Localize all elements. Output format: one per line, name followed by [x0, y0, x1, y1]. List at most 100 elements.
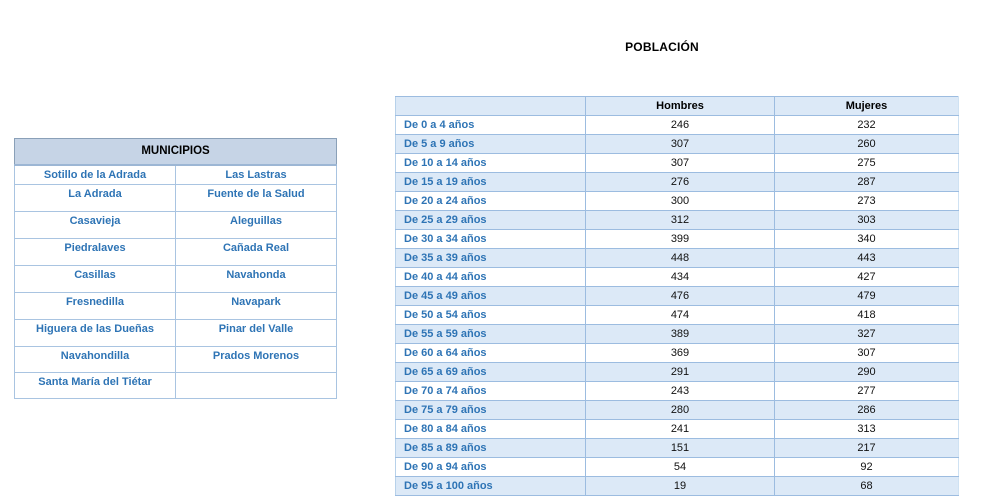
mujeres-value: 443 [774, 248, 959, 268]
municipio-cell: Navapark [175, 292, 337, 320]
mujeres-value: 313 [774, 419, 959, 439]
age-range-label: De 25 a 29 años [395, 210, 586, 230]
municipio-cell: Navahondilla [14, 346, 176, 373]
poblacion-table-container: Hombres Mujeres De 0 a 4 años 246 232 De 5 … [395, 96, 959, 496]
poblacion-row: De 65 a 69 años 291 290 [395, 362, 959, 382]
hombres-value: 243 [585, 381, 775, 401]
municipios-table: MUNICIPIOS Sotillo de la Adrada Las Lastr… [14, 138, 337, 399]
municipio-cell: Las Lastras [175, 164, 337, 185]
mujeres-value: 232 [774, 115, 959, 135]
poblacion-row: De 85 a 89 años 151 217 [395, 438, 959, 458]
age-range-label: De 75 a 79 años [395, 400, 586, 420]
mujeres-value: 68 [774, 476, 959, 496]
age-range-label: De 90 a 94 años [395, 457, 586, 477]
age-range-label: De 85 a 89 años [395, 438, 586, 458]
municipios-row: Santa María del Tiétar [14, 372, 337, 399]
municipio-cell: Sotillo de la Adrada [14, 164, 176, 185]
municipio-cell: Fuente de la Salud [175, 184, 337, 212]
hombres-value: 19 [585, 476, 775, 496]
hombres-value: 54 [585, 457, 775, 477]
mujeres-value: 277 [774, 381, 959, 401]
poblacion-header-hombres: Hombres [585, 96, 775, 116]
age-range-label: De 80 a 84 años [395, 419, 586, 439]
age-range-label: De 5 a 9 años [395, 134, 586, 154]
hombres-value: 474 [585, 305, 775, 325]
poblacion-row: De 5 a 9 años 307 260 [395, 134, 959, 154]
poblacion-row: De 55 a 59 años 389 327 [395, 324, 959, 344]
municipios-header: MUNICIPIOS [14, 138, 337, 166]
municipio-cell: Aleguillas [175, 211, 337, 239]
municipios-row: Higuera de las Dueñas Pinar del Valle [14, 319, 337, 347]
poblacion-row: De 60 a 64 años 369 307 [395, 343, 959, 363]
hombres-value: 280 [585, 400, 775, 420]
poblacion-header-empty [395, 96, 586, 116]
age-range-label: De 95 a 100 años [395, 476, 586, 496]
poblacion-row: De 35 a 39 años 448 443 [395, 248, 959, 268]
poblacion-row: De 0 a 4 años 246 232 [395, 115, 959, 135]
mujeres-value: 92 [774, 457, 959, 477]
hombres-value: 312 [585, 210, 775, 230]
age-range-label: De 20 a 24 años [395, 191, 586, 211]
municipio-cell: Santa María del Tiétar [14, 372, 176, 399]
mujeres-value: 479 [774, 286, 959, 306]
hombres-value: 300 [585, 191, 775, 211]
hombres-value: 448 [585, 248, 775, 268]
municipios-header-row: MUNICIPIOS [14, 138, 337, 166]
municipios-row: Fresnedilla Navapark [14, 292, 337, 320]
mujeres-value: 287 [774, 172, 959, 192]
municipio-cell: Casillas [14, 265, 176, 293]
municipio-cell: Higuera de las Dueñas [14, 319, 176, 347]
mujeres-value: 327 [774, 324, 959, 344]
municipios-row: Casillas Navahonda [14, 265, 337, 293]
mujeres-value: 273 [774, 191, 959, 211]
municipio-cell: Piedralaves [14, 238, 176, 266]
hombres-value: 476 [585, 286, 775, 306]
age-range-label: De 45 a 49 años [395, 286, 586, 306]
age-range-label: De 50 a 54 años [395, 305, 586, 325]
poblacion-row: De 25 a 29 años 312 303 [395, 210, 959, 230]
age-range-label: De 10 a 14 años [395, 153, 586, 173]
mujeres-value: 275 [774, 153, 959, 173]
mujeres-value: 307 [774, 343, 959, 363]
hombres-value: 151 [585, 438, 775, 458]
poblacion-row: De 90 a 94 años 54 92 [395, 457, 959, 477]
mujeres-value: 340 [774, 229, 959, 249]
municipio-cell: Casavieja [14, 211, 176, 239]
municipios-row: La Adrada Fuente de la Salud [14, 184, 337, 212]
age-range-label: De 70 a 74 años [395, 381, 586, 401]
hombres-value: 241 [585, 419, 775, 439]
hombres-value: 307 [585, 134, 775, 154]
municipios-row: Sotillo de la Adrada Las Lastras [14, 164, 337, 185]
municipios-row: Piedralaves Cañada Real [14, 238, 337, 266]
mujeres-value: 303 [774, 210, 959, 230]
hombres-value: 276 [585, 172, 775, 192]
hombres-value: 399 [585, 229, 775, 249]
age-range-label: De 60 a 64 años [395, 343, 586, 363]
municipio-cell: Pinar del Valle [175, 319, 337, 347]
mujeres-value: 260 [774, 134, 959, 154]
poblacion-header-row: Hombres Mujeres [395, 96, 959, 116]
municipio-cell: Prados Morenos [175, 346, 337, 373]
age-range-label: De 0 a 4 años [395, 115, 586, 135]
hombres-value: 246 [585, 115, 775, 135]
mujeres-value: 217 [774, 438, 959, 458]
hombres-value: 291 [585, 362, 775, 382]
poblacion-row: De 40 a 44 años 434 427 [395, 267, 959, 287]
mujeres-value: 290 [774, 362, 959, 382]
municipios-row: Casavieja Aleguillas [14, 211, 337, 239]
poblacion-row: De 50 a 54 años 474 418 [395, 305, 959, 325]
municipios-row: Navahondilla Prados Morenos [14, 346, 337, 373]
poblacion-row: De 45 a 49 años 476 479 [395, 286, 959, 306]
municipio-cell: Fresnedilla [14, 292, 176, 320]
poblacion-title: POBLACIÓN [625, 40, 699, 54]
poblacion-row: De 20 a 24 años 300 273 [395, 191, 959, 211]
age-range-label: De 15 a 19 años [395, 172, 586, 192]
age-range-label: De 35 a 39 años [395, 248, 586, 268]
poblacion-row: De 80 a 84 años 241 313 [395, 419, 959, 439]
age-range-label: De 65 a 69 años [395, 362, 586, 382]
municipio-cell: Navahonda [175, 265, 337, 293]
municipio-cell: Cañada Real [175, 238, 337, 266]
municipio-cell-empty [175, 372, 337, 399]
poblacion-row: De 75 a 79 años 280 286 [395, 400, 959, 420]
hombres-value: 369 [585, 343, 775, 363]
